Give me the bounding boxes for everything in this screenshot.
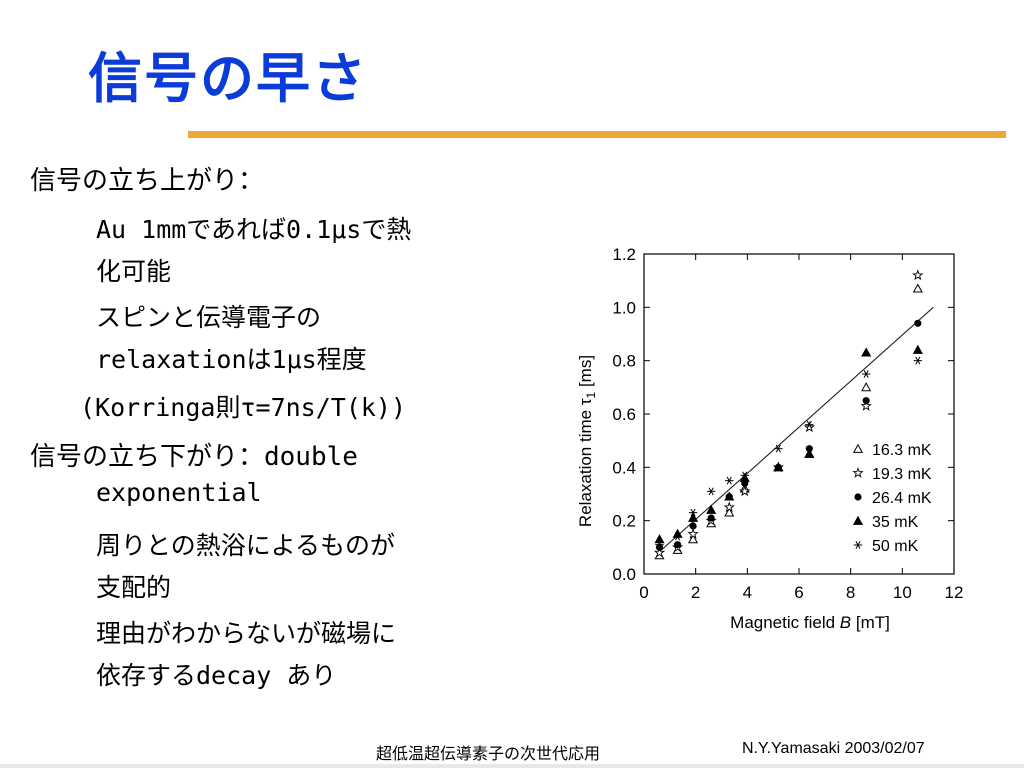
x-tick-label: 0 [639, 583, 648, 602]
y-tick-label: 0.6 [612, 405, 636, 424]
footer-title: 超低温超伝導素子の次世代応用 [376, 746, 601, 763]
fall-heading-continued: exponential [96, 478, 262, 507]
data-point-filled-circle [914, 319, 922, 327]
data-point-open-triangle [688, 534, 699, 544]
footer-author-date: N.Y.Yamasaki 2003/02/07 [742, 740, 925, 757]
data-point-asterisk [706, 487, 716, 496]
data-point-filled-triangle [773, 462, 784, 472]
legend-label: 26.4 mK [872, 490, 932, 507]
y-tick-label: 1.2 [612, 245, 636, 264]
spin-detail-line-2: relaxationは1μs程度 [96, 345, 367, 374]
data-point-asterisk [774, 444, 783, 453]
bath-detail-line-1: 周りとの熱浴によるものが [96, 531, 396, 560]
data-point-filled-circle [862, 397, 870, 405]
legend-marker-open-star [852, 467, 864, 478]
data-point-filled-triangle [804, 448, 815, 458]
data-point-filled-triangle [706, 504, 717, 514]
data-point-asterisk [913, 356, 923, 365]
data-point-asterisk [655, 540, 664, 549]
data-point-open-star [860, 400, 872, 411]
data-point-filled-circle [805, 445, 813, 453]
data-point-filled-circle [655, 543, 664, 551]
data-point-asterisk [805, 420, 814, 429]
data-point-asterisk [673, 532, 682, 541]
y-axis-label: Relaxation time τ1 [ms] [576, 355, 598, 527]
y-tick-label: 0.4 [612, 458, 636, 477]
x-axis-label: Magnetic field B [mT] [730, 613, 890, 632]
y-tick-label: 0.8 [612, 352, 636, 371]
field-detail-line-2: 依存するdecay あり [96, 661, 337, 690]
asterisk-stroke [863, 370, 869, 378]
data-point-open-triangle [912, 283, 923, 293]
asterisk-stroke [742, 471, 748, 480]
y-tick-label: 1.0 [612, 298, 636, 317]
asterisk-stroke [806, 420, 812, 429]
footer-rule [0, 764, 1024, 768]
rise-detail-line-1: Au 1mmであれば0.1μsで熱 [96, 215, 412, 244]
relaxation-chart: 0 2 4 6 8 10 12 0.0 0.2 0.4 0.6 0.8 1.0 1.2 16.3 mK 19… [560, 236, 1000, 646]
slide-title: 信号の早さ [88, 47, 368, 110]
rise-detail-line-2: 化可能 [96, 257, 172, 286]
data-point-asterisk [861, 370, 871, 378]
data-point-asterisk [688, 508, 698, 517]
bullet-fall-heading: 信号の立ち下がり：double [30, 442, 358, 472]
legend-label: 16.3 mK [872, 442, 932, 459]
data-point-open-star [803, 421, 815, 433]
y-tick-label: 0.2 [612, 512, 636, 531]
legend-marker-filled-circle [854, 493, 862, 501]
field-detail-line-1: 理由がわからないが磁場に [96, 619, 397, 648]
x-tick-label: 10 [893, 583, 912, 602]
data-point-open-star [653, 546, 666, 558]
bullet-rise-heading: 信号の立ち上がり： [30, 166, 265, 196]
data-point-open-star [912, 269, 924, 281]
data-point-filled-circle [674, 541, 682, 549]
asterisk-stroke [690, 508, 696, 517]
legend-label: 35 mK [872, 514, 919, 531]
data-point-open-triangle [724, 507, 735, 517]
data-point-filled-triangle [688, 512, 699, 522]
asterisk-stroke [675, 532, 681, 541]
data-point-open-star [723, 501, 735, 513]
spin-detail-line-1: スピンと伝導電子の [96, 303, 322, 332]
x-tick-label: 4 [743, 583, 752, 602]
y-tick-label: 0.0 [612, 565, 636, 584]
x-tick-label: 2 [691, 583, 700, 602]
asterisk-stroke [708, 487, 714, 496]
legend-marker-open-triangle [852, 443, 864, 453]
legend-marker-asterisk [853, 541, 863, 549]
data-point-filled-triangle [861, 347, 872, 357]
data-point-asterisk [740, 471, 749, 480]
asterisk-stroke [656, 540, 663, 549]
asterisk-stroke [726, 476, 732, 485]
data-point-filled-triangle [739, 472, 750, 482]
data-point-filled-triangle [724, 491, 735, 501]
data-point-filled-triangle [654, 534, 665, 544]
data-point-asterisk [725, 476, 734, 485]
title-rule [188, 131, 1006, 138]
fit-line [656, 306, 934, 555]
x-tick-label: 6 [794, 583, 803, 602]
asterisk-stroke [775, 444, 781, 453]
bath-detail-line-2: 支配的 [96, 573, 172, 602]
data-point-open-star [739, 485, 751, 497]
data-point-filled-circle [707, 514, 715, 522]
legend-label: 50 mK [872, 538, 919, 555]
legend-marker-filled-triangle [852, 515, 864, 525]
korringa-note: (Korringa則τ=7ns/T(k)) [80, 393, 407, 422]
data-point-open-triangle [861, 382, 872, 392]
legend-label: 19.3 mK [872, 466, 932, 483]
asterisk-stroke [855, 541, 861, 549]
data-point-filled-triangle [912, 344, 923, 354]
data-point-open-star [687, 528, 699, 539]
data-point-filled-circle [689, 522, 697, 530]
x-tick-label: 12 [945, 583, 964, 602]
x-tick-label: 8 [846, 583, 855, 602]
slide-body: 信号の立ち上がり： Au 1mmであれば0.1μsで熱 化可能 スピンと伝導電子… [30, 166, 412, 690]
asterisk-stroke [915, 356, 921, 365]
